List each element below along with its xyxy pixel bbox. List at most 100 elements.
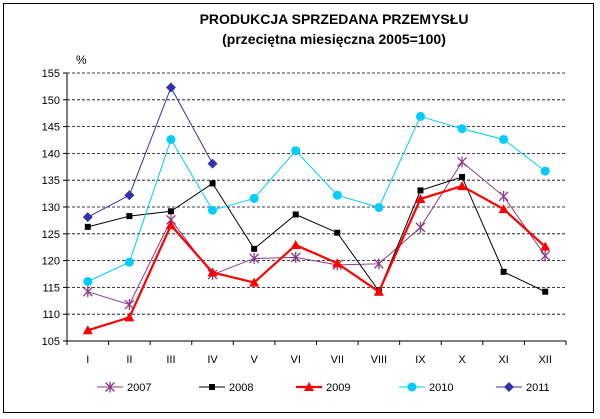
data-point-2008 bbox=[542, 288, 549, 295]
data-point-2010 bbox=[457, 124, 467, 134]
legend-label: 2007 bbox=[127, 382, 151, 394]
data-point-2009 bbox=[540, 241, 551, 251]
data-point-2011 bbox=[207, 158, 218, 169]
data-point-2010 bbox=[83, 277, 93, 287]
gridlines bbox=[67, 72, 566, 315]
data-point-2010 bbox=[166, 134, 176, 144]
data-point-2007 bbox=[290, 251, 301, 263]
y-tick-label: 115 bbox=[42, 282, 60, 294]
data-point-2009 bbox=[290, 240, 301, 250]
x-tick-label: IV bbox=[207, 354, 218, 366]
x-tick-label: IX bbox=[415, 354, 426, 366]
legend: 2007 2008 2009 2010 2011 bbox=[97, 381, 550, 394]
data-point-2010 bbox=[415, 111, 425, 121]
data-point-2007 bbox=[415, 221, 426, 233]
series-line-2009 bbox=[87, 184, 546, 332]
data-point-2009 bbox=[415, 193, 426, 203]
legend-label: 2008 bbox=[229, 382, 253, 394]
x-tick-label: XI bbox=[498, 354, 508, 366]
legend-label: 2009 bbox=[326, 382, 350, 394]
data-point-2009 bbox=[498, 204, 509, 214]
series-line-2007 bbox=[87, 161, 546, 306]
y-tick-label: 110 bbox=[42, 309, 60, 321]
y-axis-label: % bbox=[76, 53, 87, 67]
data-point-2011 bbox=[82, 212, 93, 223]
data-point-2008 bbox=[334, 229, 341, 236]
data-point-2009 bbox=[373, 286, 384, 296]
data-point-2010 bbox=[124, 257, 134, 267]
y-tick-label: 125 bbox=[42, 229, 60, 241]
data-point-2009 bbox=[457, 181, 468, 191]
data-point-2008 bbox=[251, 245, 258, 252]
data-point-2010 bbox=[540, 166, 550, 176]
axes bbox=[63, 72, 567, 345]
data-point-2010 bbox=[499, 134, 509, 144]
y-tick-label: 140 bbox=[42, 148, 60, 160]
y-tick-label: 130 bbox=[42, 202, 60, 214]
data-point-2009 bbox=[249, 277, 260, 287]
series-line-2011 bbox=[87, 86, 213, 218]
legend-marker bbox=[209, 384, 215, 390]
data-point-2008 bbox=[292, 211, 299, 218]
x-tick-label: VIII bbox=[371, 354, 388, 366]
legend-label: 2010 bbox=[429, 382, 453, 394]
series-2011 bbox=[82, 82, 218, 223]
y-tick-labels: 105 110 115 120 125 130 135 140 145 150 155 bbox=[42, 68, 60, 348]
data-point-2009 bbox=[207, 267, 218, 277]
x-tick-label: VI bbox=[291, 354, 301, 366]
data-point-2010 bbox=[374, 203, 384, 213]
data-point-2010 bbox=[291, 146, 301, 156]
data-point-2007 bbox=[82, 286, 93, 298]
legend-item-2008: 2008 bbox=[199, 382, 253, 394]
chart-title: PRODUKCJA SPRZEDANA PRZEMYSŁU bbox=[200, 11, 469, 27]
data-point-2007 bbox=[540, 250, 551, 262]
data-point-2008 bbox=[126, 213, 133, 220]
data-point-2009 bbox=[82, 325, 93, 335]
data-point-2011 bbox=[165, 82, 176, 93]
data-point-2008 bbox=[84, 223, 91, 230]
chart-subtitle: (przeciętna miesięczna 2005=100) bbox=[222, 31, 446, 47]
series-line-2010 bbox=[87, 115, 546, 282]
data-point-2011 bbox=[124, 190, 135, 201]
data-point-2009 bbox=[165, 220, 176, 230]
series-2010 bbox=[83, 111, 550, 287]
x-tick-label: V bbox=[250, 354, 258, 366]
data-point-2010 bbox=[249, 193, 259, 203]
data-point-2008 bbox=[500, 268, 507, 275]
legend-marker bbox=[304, 382, 314, 391]
data-point-2007 bbox=[373, 258, 384, 270]
series-2008 bbox=[84, 173, 549, 295]
x-tick-label: II bbox=[126, 354, 132, 366]
legend-marker bbox=[105, 381, 115, 393]
y-tick-label: 120 bbox=[42, 256, 60, 268]
series-line-2008 bbox=[87, 176, 546, 293]
y-tick-label: 135 bbox=[42, 175, 60, 187]
x-tick-label: XII bbox=[538, 354, 551, 366]
data-point-2008 bbox=[459, 173, 466, 180]
data-point-2008 bbox=[209, 180, 216, 187]
y-tick-label: 105 bbox=[42, 336, 60, 348]
data-point-2008 bbox=[417, 187, 424, 194]
legend-item-2007: 2007 bbox=[97, 381, 151, 394]
x-tick-label: VII bbox=[331, 354, 344, 366]
y-tick-label: 155 bbox=[42, 68, 60, 80]
x-tick-label: I bbox=[86, 354, 89, 366]
x-tick-label: X bbox=[458, 354, 466, 366]
data-point-2007 bbox=[124, 299, 135, 311]
line-chart: PRODUKCJA SPRZEDANA PRZEMYSŁU (przeciętn… bbox=[42, 11, 567, 394]
y-tick-label: 150 bbox=[42, 95, 60, 107]
data-point-2010 bbox=[332, 190, 342, 200]
series-2009 bbox=[82, 181, 551, 335]
data-point-2010 bbox=[208, 205, 218, 215]
series-group bbox=[82, 82, 551, 335]
legend-label: 2011 bbox=[526, 382, 550, 394]
x-tick-label: III bbox=[166, 354, 175, 366]
legend-marker bbox=[504, 382, 514, 392]
legend-item-2009: 2009 bbox=[296, 382, 350, 394]
data-point-2009 bbox=[332, 258, 343, 268]
chart-frame: PRODUKCJA SPRZEDANA PRZEMYSŁU (przeciętn… bbox=[3, 3, 594, 413]
legend-item-2011: 2011 bbox=[496, 382, 550, 394]
legend-item-2010: 2010 bbox=[399, 382, 453, 394]
data-point-2007 bbox=[498, 190, 509, 202]
data-point-2008 bbox=[167, 208, 174, 215]
